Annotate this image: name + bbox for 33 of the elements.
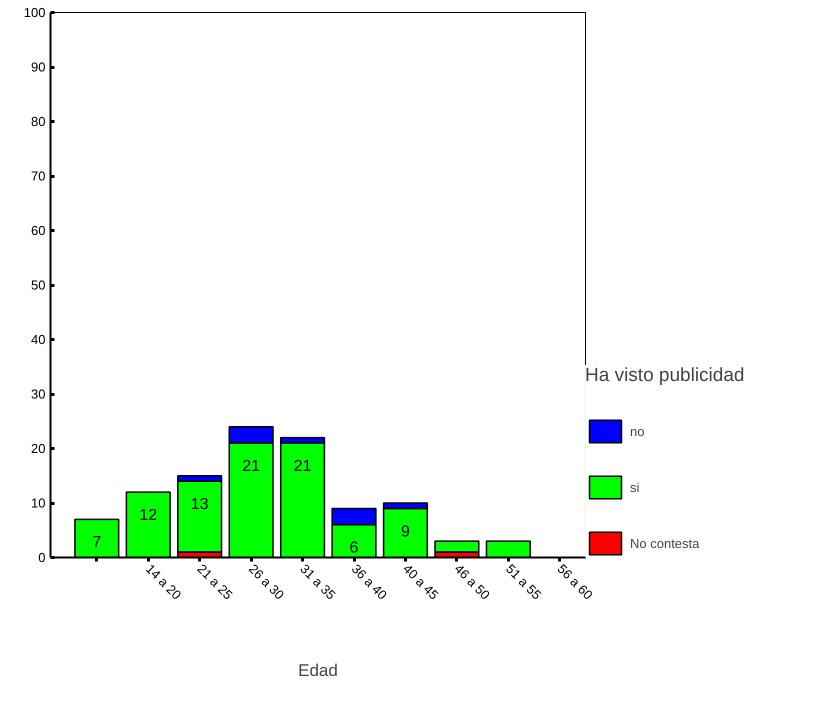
data-label: 13 [190,496,209,513]
data-label: 9 [401,523,410,540]
data-label: 12 [139,506,158,524]
y-tick-label: 10 [31,496,46,510]
x-axis-title: Edad [298,660,338,680]
y-tick-label: 60 [31,223,46,238]
x-tick-label: 51 a 55 [503,561,544,602]
x-tick-label: 14 a 20 [142,561,184,602]
bar [434,540,480,553]
data-label: 21 [294,458,312,475]
y-tick-label: 20 [31,441,46,456]
x-tick-label: 40 a 45 [400,561,442,602]
y-tick-label: 30 [31,386,46,402]
legend-title: Ha visto publicidad [585,365,744,387]
data-label: 21 [242,458,260,475]
legend-label: no [630,424,646,438]
y-tick-label: 70 [31,168,46,184]
legend-label: No contesta [630,536,700,550]
x-tick-label: 31 a 35 [297,561,339,602]
x-tick-label: 46 a 50 [452,561,493,602]
data-label: 6 [350,540,359,557]
data-label: 7 [92,534,102,552]
y-tick-label: 100 [24,5,46,20]
y-tick-label: 0 [38,550,46,565]
x-tick-label: 56 a 60 [554,561,596,602]
x-tick-label: 26 a 30 [246,561,288,602]
y-tick-label: 50 [31,278,46,292]
y-tick-label: 90 [31,60,46,74]
y-tick-label: 40 [31,332,46,347]
y-tick-label: 80 [31,114,46,129]
x-tick-label: 21 a 25 [194,561,236,602]
legend-label: si [630,480,640,494]
x-tick-label: 36 a 40 [348,561,390,602]
